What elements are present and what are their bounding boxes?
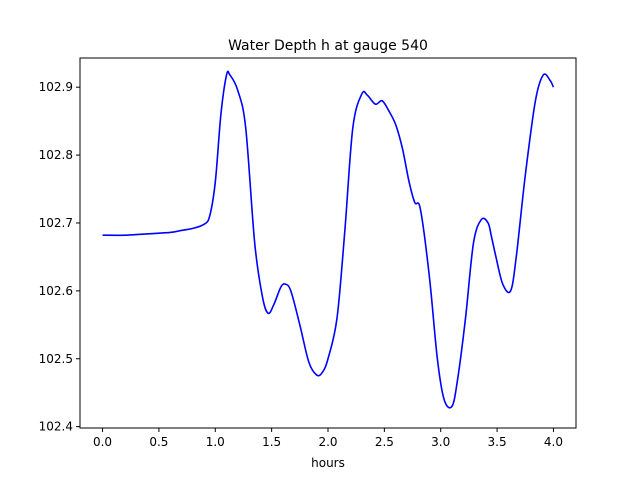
y-tick-label: 102.4 — [39, 420, 73, 434]
x-tick-label: 1.0 — [206, 435, 225, 449]
x-tick-label: 1.5 — [262, 435, 281, 449]
x-axis: 0.0 0.5 1.0 1.5 2.0 2.5 3.0 3.5 4.0 — [93, 428, 563, 449]
x-tick-label: 0.0 — [93, 435, 112, 449]
x-tick-label: 3.5 — [488, 435, 507, 449]
x-tick-label: 4.0 — [544, 435, 563, 449]
y-axis: 102.4 102.5 102.6 102.7 102.8 102.9 — [39, 80, 80, 434]
y-tick-label: 102.6 — [39, 284, 73, 298]
y-tick-label: 102.9 — [39, 80, 73, 94]
x-tick-label: 3.0 — [431, 435, 450, 449]
y-tick-label: 102.5 — [39, 352, 73, 366]
series-line — [102, 70, 555, 409]
y-tick-label: 102.8 — [39, 148, 73, 162]
x-axis-label: hours — [311, 456, 345, 470]
x-tick-label: 2.5 — [375, 435, 394, 449]
plot-area — [102, 70, 555, 409]
chart-title: Water Depth h at gauge 540 — [228, 38, 428, 54]
y-tick-label: 102.7 — [39, 216, 73, 230]
x-tick-label: 0.5 — [149, 435, 168, 449]
x-tick-label: 2.0 — [318, 435, 337, 449]
